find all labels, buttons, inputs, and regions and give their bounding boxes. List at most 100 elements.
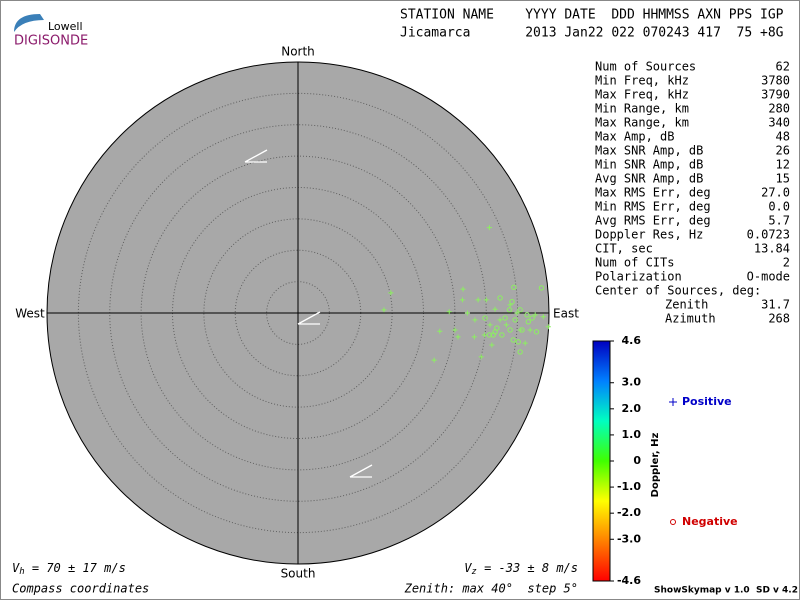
- colorbar-tick-label: -2.0: [617, 506, 641, 519]
- point: [525, 319, 531, 325]
- stat-value: 3780: [761, 74, 790, 88]
- point: [459, 297, 465, 303]
- stat-label: Doppler Res, Hz: [595, 228, 703, 242]
- point: [494, 325, 500, 331]
- center-label: Azimuth: [665, 312, 716, 326]
- stat-value: 5.7: [768, 214, 790, 228]
- vz: Vz = -33 ± 8 m/s: [464, 561, 578, 577]
- stat-label: Max Freq, kHz: [595, 88, 689, 102]
- stat-label: Max SNR Amp, dB: [595, 144, 703, 158]
- point: [540, 314, 546, 320]
- point: [517, 307, 523, 313]
- stat-value: 340: [768, 116, 790, 130]
- point: [502, 315, 508, 321]
- point: [490, 332, 496, 338]
- footer-left: Compass coordinates: [12, 582, 149, 596]
- colorbar-tick-label: 0: [633, 454, 641, 467]
- logo-bottom: DIGISONDE: [14, 34, 88, 49]
- center-value: 268: [768, 312, 790, 326]
- legend-marker: [670, 519, 676, 525]
- colorbar-tick-label: 1.0: [622, 428, 642, 441]
- stat-label: Max RMS Err, deg: [595, 186, 711, 200]
- point: [532, 312, 538, 318]
- point: [545, 324, 551, 330]
- colorbar-tick-label: 2.0: [622, 402, 642, 415]
- stat-label: CIT, sec: [595, 242, 653, 256]
- legend-marker: [669, 398, 677, 406]
- stat-label: Min Range, km: [595, 102, 689, 116]
- compass-east: East: [553, 307, 579, 321]
- point: [512, 317, 518, 323]
- stat-value: 15: [776, 172, 790, 186]
- stat-value: 12: [776, 158, 790, 172]
- point: [522, 340, 528, 346]
- stat-value: 280: [768, 102, 790, 116]
- stat-label: Max Amp, dB: [595, 130, 674, 144]
- stat-value: 26: [776, 144, 790, 158]
- point: [509, 299, 515, 305]
- stat-value: 0.0723: [747, 228, 790, 242]
- compass-south: South: [281, 567, 316, 581]
- stat-value: 2: [783, 256, 790, 270]
- point: [510, 337, 516, 343]
- compass-west: West: [15, 307, 45, 321]
- colorbar-tick-label: -4.6: [617, 574, 641, 587]
- point: [446, 309, 452, 315]
- point: [529, 315, 535, 321]
- logo-top: Lowell: [48, 20, 83, 33]
- colorbar-tick-label: 3.0: [622, 376, 642, 389]
- colorbar-tick-label: 4.6: [622, 334, 642, 347]
- stat-label: Polarization: [595, 270, 682, 284]
- point: [507, 327, 513, 333]
- header-line: STATION NAME YYYY DATE DDD HHMMSS AXN PP…: [400, 8, 784, 23]
- point: [482, 315, 488, 321]
- point: [514, 310, 520, 316]
- point: [483, 297, 489, 303]
- logo-swoosh: [14, 14, 44, 32]
- header-line: Jicamarca 2013 Jan22 022 070243 417 75 +…: [400, 26, 784, 41]
- stat-label: Max Range, km: [595, 116, 689, 130]
- point: [506, 307, 513, 313]
- point: [519, 327, 525, 333]
- point: [499, 332, 505, 338]
- point: [533, 329, 540, 335]
- point: [524, 312, 530, 318]
- point: [481, 332, 487, 338]
- compass-north: North: [281, 45, 315, 59]
- center-title: Center of Sources, deg:: [595, 284, 761, 298]
- stat-value: 3790: [761, 88, 790, 102]
- point: [431, 357, 437, 363]
- point: [511, 284, 517, 290]
- point: [460, 286, 466, 292]
- point: [388, 290, 394, 296]
- stat-label: Avg RMS Err, deg: [595, 214, 711, 228]
- stat-label: Num of CITs: [595, 256, 674, 270]
- stat-value: 13.84: [754, 242, 790, 256]
- colorbar-label: Doppler, Hz: [650, 433, 661, 498]
- vh: Vh = 70 ± 17 m/s: [12, 561, 126, 577]
- point: [452, 327, 458, 333]
- legend-label: Negative: [682, 515, 738, 528]
- point: [486, 225, 492, 231]
- stat-label: Avg SNR Amp, dB: [595, 172, 703, 186]
- point: [464, 310, 470, 316]
- stat-value: O-mode: [747, 270, 790, 284]
- stat-label: Min RMS Err, deg: [595, 200, 711, 214]
- point: [475, 297, 481, 303]
- point: [487, 322, 493, 328]
- point: [489, 342, 495, 348]
- point: [517, 349, 523, 355]
- plot: [46, 61, 551, 565]
- point: [381, 307, 387, 313]
- stat-label: Num of Sources: [595, 60, 696, 74]
- point: [497, 295, 503, 301]
- point: [478, 354, 484, 360]
- stat-label: Min Freq, kHz: [595, 74, 689, 88]
- stat-value: 0.0: [768, 200, 790, 214]
- velocity-arrow: [349, 464, 373, 478]
- point: [515, 339, 521, 345]
- center-value: 31.7: [761, 298, 790, 312]
- point: [455, 334, 461, 340]
- stat-value: 62: [776, 60, 790, 74]
- point: [497, 317, 503, 323]
